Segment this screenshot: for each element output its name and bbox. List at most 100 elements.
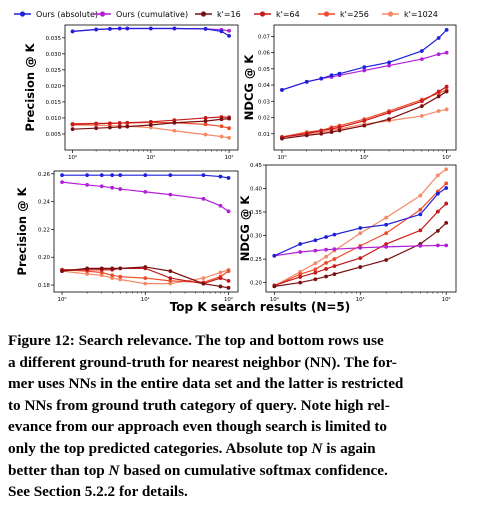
series-line xyxy=(274,203,447,286)
data-point xyxy=(108,26,112,31)
data-point xyxy=(143,281,148,286)
plot-frame xyxy=(64,24,239,151)
data-point xyxy=(148,26,153,31)
y-tick-label: 0.26 xyxy=(38,172,51,178)
data-point xyxy=(125,124,130,129)
data-point xyxy=(118,173,123,178)
data-point xyxy=(332,272,337,277)
legend-swatch-marker xyxy=(259,11,266,17)
series-k-16 xyxy=(60,265,231,290)
data-point xyxy=(219,124,224,129)
data-point xyxy=(436,52,441,57)
series-ours-absolute- xyxy=(280,27,449,92)
y-tick-label: 0.30 xyxy=(250,234,263,240)
y-tick-label: 0.24 xyxy=(38,200,51,206)
series-k-1024 xyxy=(60,267,231,286)
y-tick-label: 0.03 xyxy=(258,99,270,105)
chart-panel-ndcg_bottom: 0.20 0.25 0.30 0.35 0.40 0.45 10⁰ 10¹ 10² NDCG @ … xyxy=(238,163,457,303)
data-point xyxy=(118,266,123,271)
data-point xyxy=(125,26,130,31)
data-point xyxy=(435,191,440,196)
y-tick-label: 0.04 xyxy=(258,83,271,89)
data-point xyxy=(313,238,318,243)
data-point xyxy=(85,266,90,271)
data-point xyxy=(304,133,309,138)
data-point xyxy=(70,127,75,132)
x-tick-label: 10⁰ xyxy=(58,296,67,303)
chart-panel-precision_top: 0.005 0.010 0.015 0.020 0.025 0.030 0.035 10⁰ 10… xyxy=(23,24,239,161)
data-point xyxy=(227,116,231,121)
series-line xyxy=(281,86,447,138)
data-point xyxy=(444,186,449,190)
data-point xyxy=(110,273,115,278)
caption-line: Figure 12: Search relevance. The top and… xyxy=(8,332,384,349)
y-tick-label: 0.025 xyxy=(46,68,61,74)
data-point xyxy=(444,107,449,112)
data-point xyxy=(94,126,99,131)
chart-panel-precision_bottom: 0.18 0.20 0.22 0.24 0.26 10⁰ 10¹ 10² Precision @… xyxy=(15,170,239,303)
data-point xyxy=(444,167,449,172)
data-point xyxy=(143,173,148,178)
data-point xyxy=(172,26,177,31)
y-tick-label: 0.20 xyxy=(250,281,263,287)
data-point xyxy=(94,27,99,32)
series-line xyxy=(62,269,229,283)
y-tick-label: 0.07 xyxy=(258,34,270,40)
data-point xyxy=(272,284,277,289)
data-point xyxy=(201,196,206,201)
legend-swatch-marker xyxy=(19,11,26,17)
data-point xyxy=(203,26,208,31)
x-tick-label: 10² xyxy=(224,296,233,303)
caption-text: is again xyxy=(326,439,376,457)
data-point xyxy=(203,116,208,120)
data-point xyxy=(358,265,363,269)
series-line xyxy=(62,174,229,179)
data-point xyxy=(324,260,328,265)
data-point xyxy=(444,243,449,248)
y-tick-label: 0.25 xyxy=(250,257,262,263)
data-point xyxy=(418,212,423,217)
data-point xyxy=(99,273,104,278)
series-line xyxy=(281,29,448,91)
y-tick-label: 0.05 xyxy=(258,67,270,73)
data-point xyxy=(108,121,112,126)
caption-line: only the top predicted categories. Absol… xyxy=(8,438,490,460)
data-point xyxy=(387,60,391,65)
x-tick-label: 10⁰ xyxy=(270,296,279,303)
data-point xyxy=(108,125,112,130)
data-point xyxy=(435,173,440,178)
y-tick-label: 0.06 xyxy=(258,51,271,57)
x-tick-label: 10⁰ xyxy=(68,154,77,161)
caption-line: a different ground-truth for nearest nei… xyxy=(8,353,397,371)
data-point xyxy=(117,121,122,125)
caption-line: to NNs from ground truth category of que… xyxy=(8,396,390,414)
data-point xyxy=(324,235,328,239)
x-axis-label: Top K search results (N=5) xyxy=(170,300,351,314)
data-point xyxy=(419,57,424,61)
data-point xyxy=(226,176,231,180)
data-point xyxy=(384,231,389,236)
data-point xyxy=(218,174,223,179)
data-point xyxy=(118,187,123,191)
data-point xyxy=(419,99,424,104)
caption-text: better than top xyxy=(8,461,105,479)
data-point xyxy=(298,272,303,277)
data-point xyxy=(435,228,440,233)
data-point xyxy=(110,266,115,271)
data-point xyxy=(444,201,449,206)
data-point xyxy=(60,173,64,178)
series-line xyxy=(62,266,229,289)
data-point xyxy=(168,281,173,286)
legend-swatch-marker xyxy=(200,11,207,17)
data-point xyxy=(418,228,423,233)
data-point xyxy=(337,128,342,133)
data-point xyxy=(324,254,328,259)
data-point xyxy=(125,120,130,125)
data-point xyxy=(435,209,440,214)
data-point xyxy=(444,84,449,89)
data-point xyxy=(60,180,64,185)
data-point xyxy=(226,269,231,274)
series-k-64 xyxy=(280,84,449,139)
data-point xyxy=(227,28,231,33)
y-tick-label: 0.45 xyxy=(250,163,262,169)
